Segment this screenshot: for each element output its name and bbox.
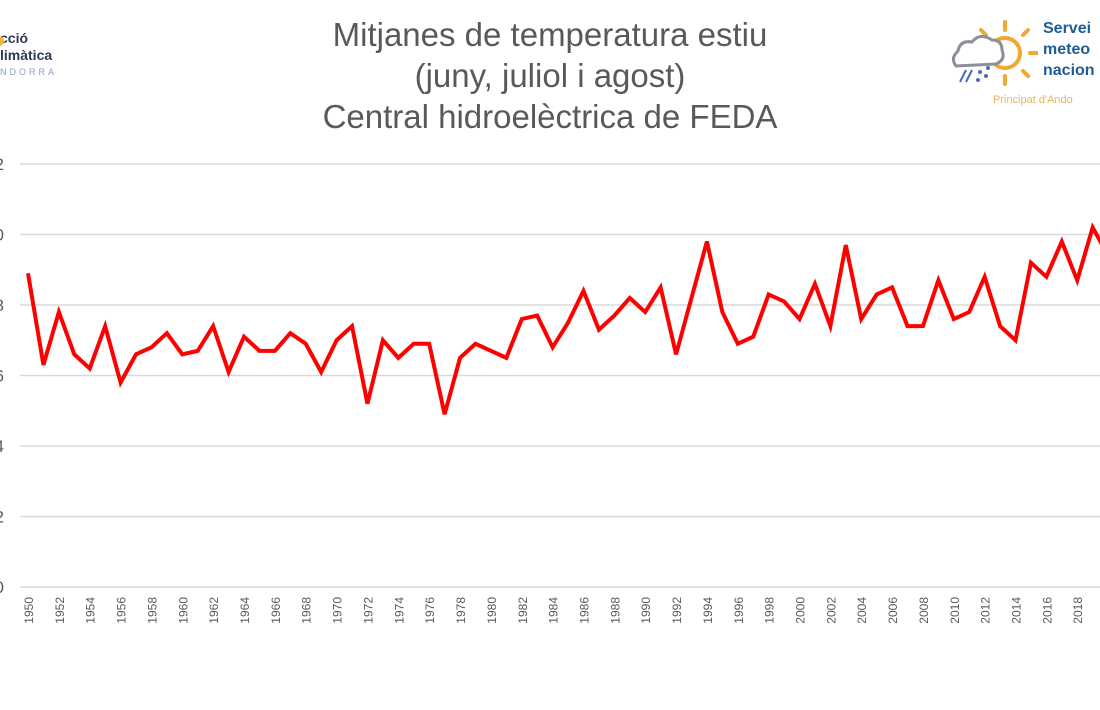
x-tick-label: 1994 xyxy=(701,597,715,624)
y-tick-label: 12 xyxy=(0,508,4,527)
x-tick-label: 1958 xyxy=(145,597,159,624)
title-line-1: Mitjanes de temperatura estiu xyxy=(332,16,768,53)
x-tick-label: 1970 xyxy=(331,597,345,624)
x-tick-label: 2010 xyxy=(948,597,962,624)
x-tick-label: 2002 xyxy=(824,597,838,624)
x-tick-label: 1998 xyxy=(763,597,777,624)
x-tick-label: 1982 xyxy=(516,597,530,624)
y-tick-label: 14 xyxy=(0,437,4,456)
x-tick-label: 1952 xyxy=(53,597,67,624)
logo-left-line-1: cció xyxy=(0,30,29,46)
x-tick-label: 1950 xyxy=(22,597,36,624)
x-tick-label: 2004 xyxy=(855,597,869,624)
x-tick-label: 1954 xyxy=(84,597,98,624)
servei-meteorologic-logo: Servei meteo nacion Principat d'Ando xyxy=(948,18,1095,106)
logo-right-line-3: nacion xyxy=(1043,62,1095,79)
x-tick-label: 1978 xyxy=(454,597,468,624)
x-tick-label: 1964 xyxy=(238,597,252,624)
x-tick-label: 1960 xyxy=(176,597,190,624)
y-tick-label: 10 xyxy=(0,578,4,597)
x-tick-label: 2014 xyxy=(1010,597,1024,624)
x-tick-label: 1976 xyxy=(423,597,437,624)
weather-sun-cloud-icon xyxy=(951,20,1040,86)
x-tick-label: 1974 xyxy=(392,597,406,624)
sun-icon xyxy=(0,36,4,46)
x-tick-label: 2012 xyxy=(979,597,993,624)
logo-left-line-2: limàtica xyxy=(0,47,53,63)
chart-title: Mitjanes de temperatura estiu (juny, jul… xyxy=(0,14,1100,137)
title-line-2: (juny, juliol i agost) xyxy=(414,57,686,94)
x-tick-label: 1968 xyxy=(300,597,314,624)
x-tick-label: 2008 xyxy=(917,597,931,624)
x-tick-label: 1966 xyxy=(269,597,283,624)
x-tick-label: 2018 xyxy=(1071,597,1085,624)
y-tick-label: 20 xyxy=(0,226,4,245)
logo-right-sub: Principat d'Ando xyxy=(993,94,1073,106)
y-tick-label: 16 xyxy=(0,367,4,386)
x-tick-label: 2016 xyxy=(1040,597,1054,624)
temperature-series-line xyxy=(26,222,1100,415)
x-tick-label: 1972 xyxy=(361,597,375,624)
logo-right-line-2: meteo xyxy=(1043,41,1091,58)
x-tick-label: 1986 xyxy=(577,597,591,624)
x-tick-label: 1990 xyxy=(639,597,653,624)
logo-right-line-1: Servei xyxy=(1043,20,1092,37)
x-tick-label: 1984 xyxy=(547,597,561,624)
y-tick-label: 22 xyxy=(0,155,4,174)
x-tick-label: 1996 xyxy=(732,597,746,624)
x-tick-label: 1988 xyxy=(608,597,622,624)
x-tick-label: 2006 xyxy=(886,597,900,624)
x-tick-label: 1956 xyxy=(115,597,129,624)
x-tick-label: 2000 xyxy=(794,597,808,624)
x-tick-label: 1980 xyxy=(485,597,499,624)
y-tick-label: 18 xyxy=(0,296,4,315)
x-tick-label: 1992 xyxy=(670,597,684,624)
x-tick-label: 1962 xyxy=(207,597,221,624)
title-line-3: Central hidroelèctrica de FEDA xyxy=(322,98,778,135)
logo-left-sub: NDORRA xyxy=(0,67,58,77)
accio-climatica-logo: cció limàtica NDORRA xyxy=(0,30,57,81)
